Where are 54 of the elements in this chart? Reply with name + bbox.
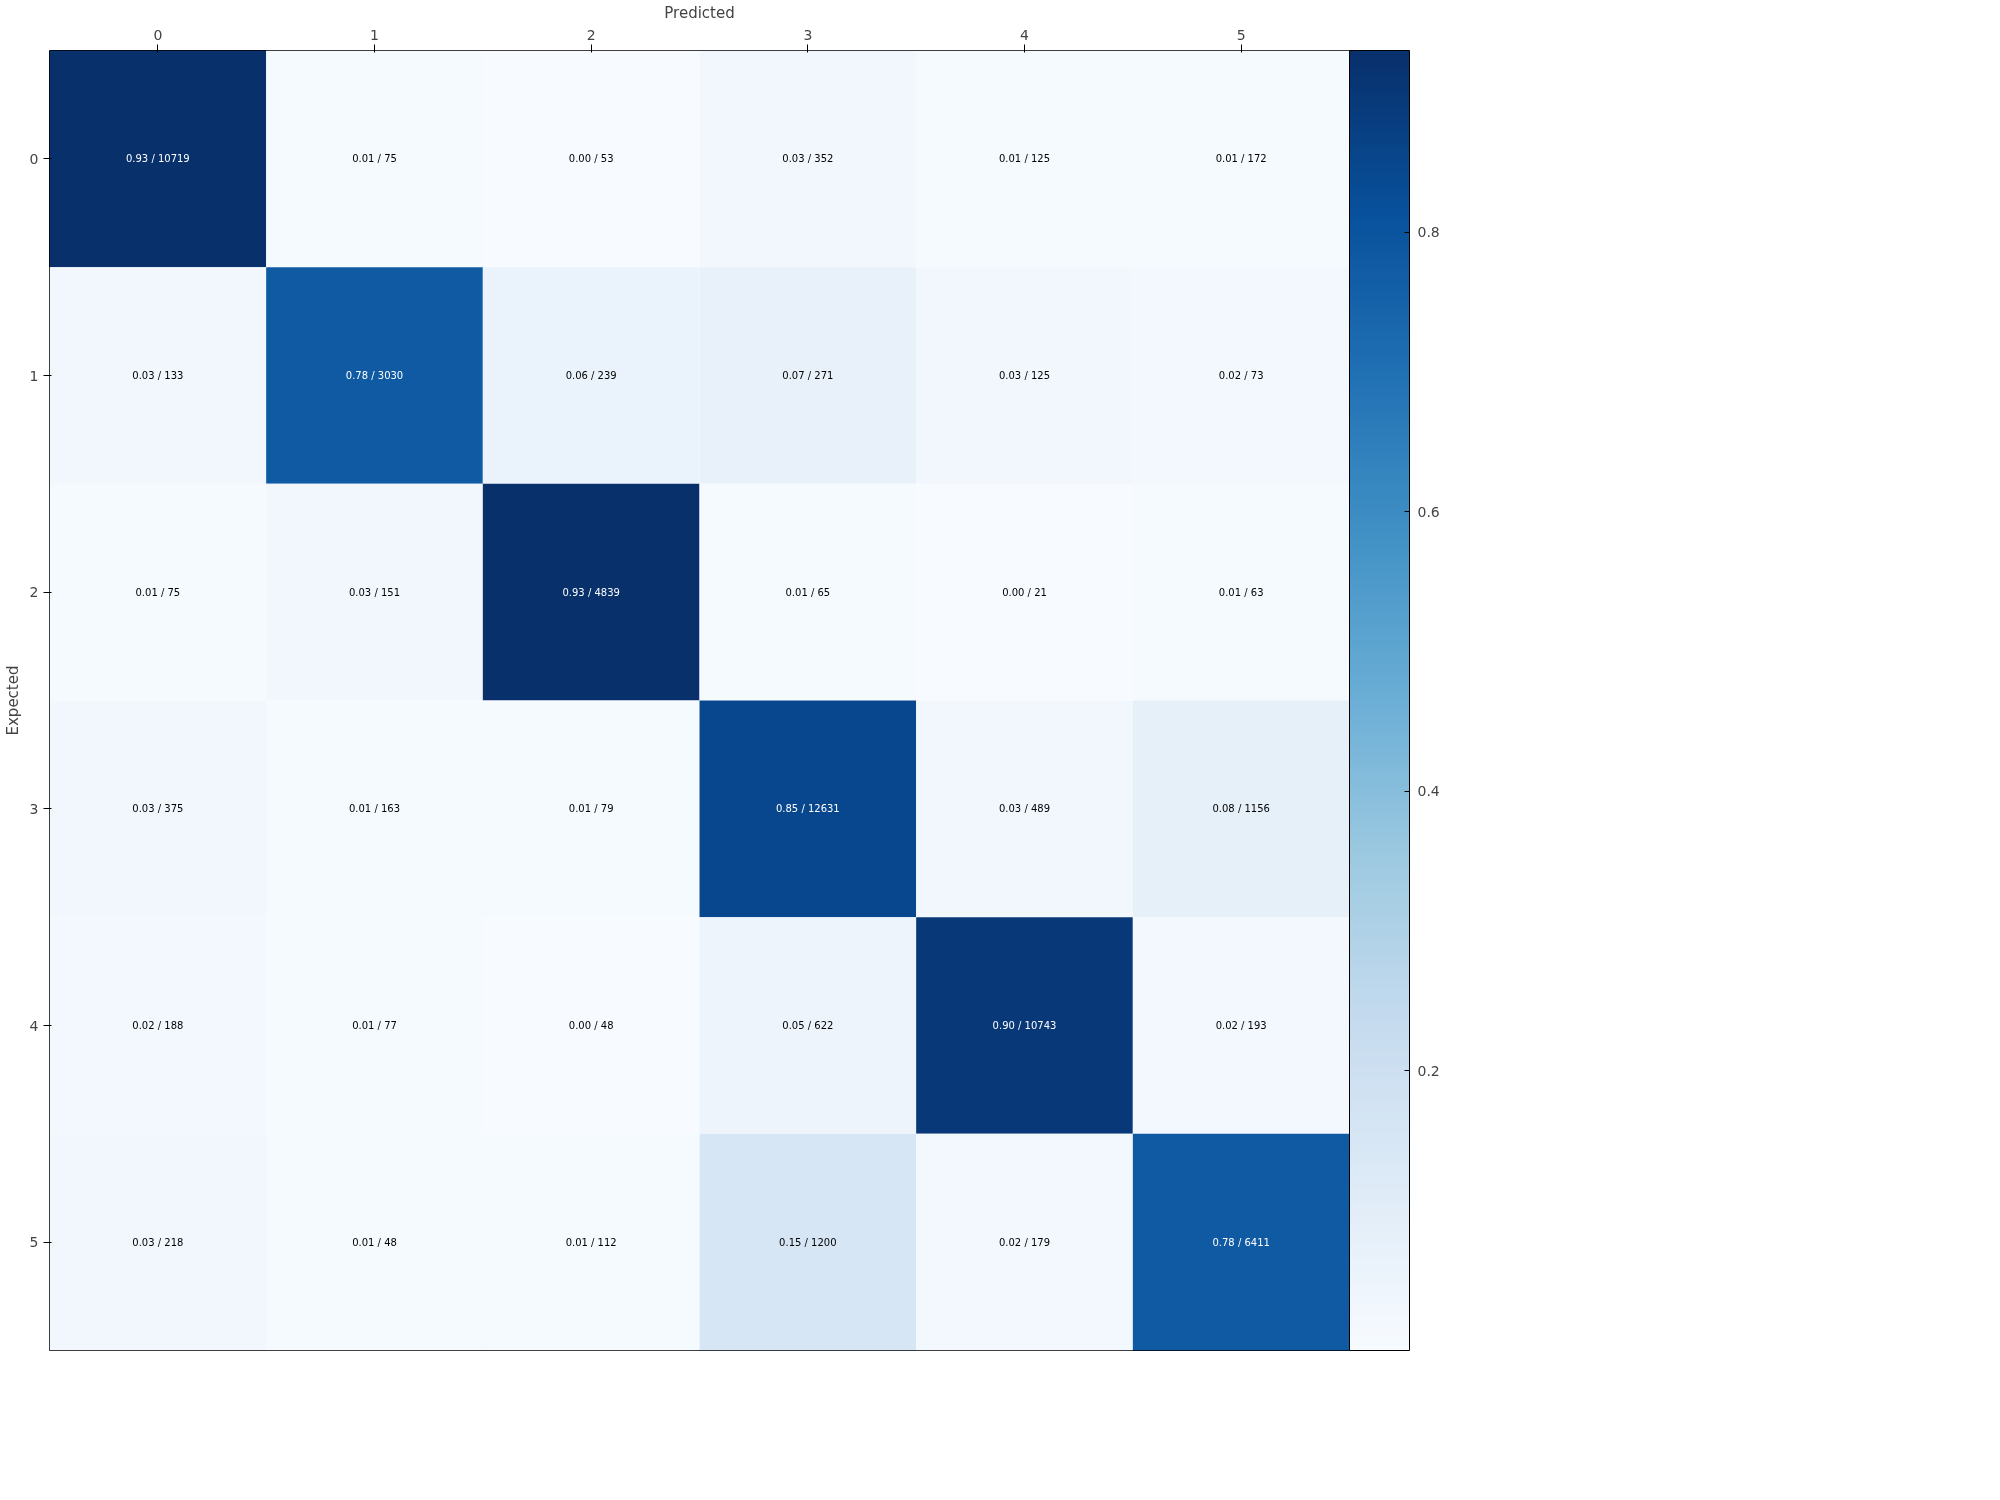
data-label: 0.01 / 112 — [565, 1236, 617, 1248]
x-tick-label: 4 — [1020, 26, 1030, 43]
data-label: 0.01 / 48 — [352, 1236, 397, 1248]
color-bar-label: 0.6 — [1417, 503, 1440, 520]
y-tick-label: 4 — [29, 1017, 39, 1034]
data-label: 0.78 / 3030 — [345, 370, 404, 381]
color-bar-label: 0.2 — [1417, 1062, 1440, 1079]
data-label: 0.00 / 48 — [568, 1020, 614, 1031]
data-label: 0.90 / 10743 — [992, 1020, 1057, 1031]
y-axis-title: Expected — [3, 665, 22, 736]
data-label: 0.15 / 1200 — [779, 1236, 837, 1248]
y-tick-label: 0 — [29, 150, 39, 167]
data-label: 0.01 / 79 — [568, 803, 614, 815]
data-label: 0.06 / 239 — [565, 370, 617, 381]
data-label: 0.03 / 352 — [782, 153, 834, 165]
y-tick-label: 5 — [29, 1234, 39, 1251]
data-label: 0.93 / 4839 — [562, 586, 620, 598]
data-label: 0.01 / 125 — [998, 153, 1051, 165]
data-label: 0.08 / 1156 — [1212, 803, 1270, 815]
data-label: 0.01 / 172 — [1215, 153, 1267, 165]
data-label: 0.02 / 188 — [132, 1020, 184, 1031]
x-tick-label: 0 — [153, 26, 163, 43]
data-label: 0.85 / 12631 — [775, 803, 840, 815]
data-label: 0.05 / 622 — [782, 1020, 834, 1031]
data-label: 0.03 / 133 — [132, 370, 184, 381]
data-label: 0.00 / 21 — [1002, 586, 1047, 598]
data-label: 0.01 / 63 — [1218, 586, 1264, 598]
color-bar-label: 0.4 — [1417, 783, 1440, 800]
data-label: 0.01 / 65 — [785, 586, 831, 598]
data-label: 0.03 / 375 — [132, 803, 184, 815]
x-tick-label: 2 — [586, 26, 596, 43]
y-tick-label: 2 — [29, 584, 39, 601]
x-tick-label: 1 — [370, 26, 379, 43]
data-label: 0.02 / 179 — [998, 1236, 1051, 1248]
data-label: 0.01 / 75 — [135, 586, 181, 598]
data-label: 0.07 / 271 — [782, 370, 834, 381]
y-tick-label: 1 — [29, 367, 39, 384]
data-label: 0.01 / 163 — [348, 803, 401, 815]
data-label: 0.02 / 193 — [1215, 1020, 1267, 1031]
x-tick-label: 5 — [1236, 26, 1246, 43]
data-label: 0.03 / 151 — [348, 586, 401, 598]
data-label: 0.01 / 75 — [352, 153, 397, 165]
y-tick-label: 3 — [29, 800, 39, 817]
data-label: 0.01 / 77 — [352, 1020, 397, 1031]
data-label: 0.03 / 489 — [998, 803, 1051, 815]
data-label: 0.03 / 125 — [998, 370, 1051, 381]
color-bar-label: 0.8 — [1417, 224, 1440, 241]
data-label: 0.78 / 6411 — [1212, 1236, 1270, 1248]
x-tick-label: 3 — [803, 26, 813, 43]
data-label: 0.00 / 53 — [568, 153, 614, 165]
data-label: 0.93 / 10719 — [125, 153, 190, 165]
x-axis-title: Predicted — [664, 3, 735, 22]
data-label: 0.02 / 73 — [1218, 370, 1264, 381]
data-label: 0.03 / 218 — [132, 1236, 184, 1248]
